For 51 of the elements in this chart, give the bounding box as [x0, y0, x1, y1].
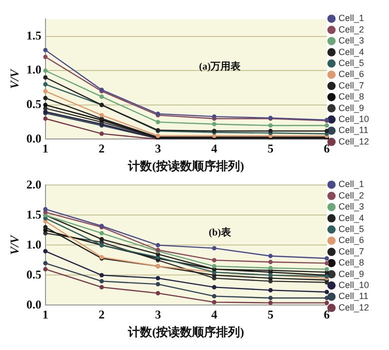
y-tick-label: 0.0 — [26, 131, 42, 146]
y-tick-label: 0.5 — [26, 97, 42, 112]
legend-label: Cell_1 — [338, 179, 364, 190]
x-tick-label: 4 — [211, 307, 218, 322]
y-tick-label: 1.0 — [26, 237, 42, 252]
x-tick-label: 6 — [324, 307, 330, 322]
legend-label: Cell_9 — [338, 268, 364, 279]
annotation: (a)万用表 — [199, 60, 242, 73]
y-axis-title: V/V — [7, 234, 22, 255]
legend-label: Cell_10 — [338, 280, 370, 290]
legend-label: Cell_5 — [338, 58, 364, 68]
y-tick-label: 1.5 — [26, 207, 42, 222]
legend-label: Cell_1 — [338, 13, 364, 24]
x-tick-label: 5 — [268, 141, 274, 156]
legend-label: Cell_12 — [338, 136, 370, 146]
x-tick-label: 2 — [98, 141, 105, 156]
x-tick-label: 3 — [154, 307, 161, 322]
legend-label: Cell_4 — [338, 212, 364, 223]
legend-label: Cell_8 — [338, 92, 364, 102]
x-tick-label: 5 — [268, 307, 274, 322]
legend-label: Cell_5 — [338, 224, 364, 234]
x-axis-title: 计数(按读数顺序排列) — [127, 158, 244, 173]
annotation: (b)表 — [208, 226, 232, 239]
x-tick-label: 6 — [324, 141, 330, 156]
legend-label: Cell_6 — [338, 235, 364, 246]
x-tick-label: 1 — [42, 307, 48, 322]
legend-label: Cell_10 — [338, 114, 370, 124]
y-tick-label: 1.5 — [26, 28, 42, 42]
legend-label: Cell_9 — [338, 102, 364, 113]
x-tick-label: 1 — [42, 141, 48, 156]
x-tick-label: 4 — [211, 141, 218, 156]
legend-label: Cell_11 — [338, 125, 368, 136]
legend-label: Cell_2 — [338, 24, 364, 34]
x-tick-label: 3 — [154, 141, 161, 156]
legend-label: Cell_8 — [338, 258, 364, 268]
y-axis-title: V/V — [7, 68, 22, 89]
x-tick-label: 2 — [98, 307, 105, 322]
legend-label: Cell_6 — [338, 69, 364, 80]
legend-label: Cell_3 — [338, 36, 364, 46]
y-tick-label: 2.0 — [26, 177, 42, 192]
legend-label: Cell_4 — [338, 46, 364, 57]
x-axis-title: 计数(按读数顺序排列) — [127, 324, 244, 339]
legend-label: Cell_11 — [338, 291, 368, 302]
legend-label: Cell_7 — [338, 246, 364, 256]
y-tick-label: 0.5 — [26, 267, 42, 282]
y-tick-label: 0.0 — [26, 297, 42, 312]
y-tick-label: 1.0 — [26, 62, 42, 77]
legend-label: Cell_3 — [338, 202, 364, 212]
legend-label: Cell_12 — [338, 302, 370, 312]
legend-label: Cell_2 — [338, 190, 364, 200]
legend-label: Cell_7 — [338, 80, 364, 90]
